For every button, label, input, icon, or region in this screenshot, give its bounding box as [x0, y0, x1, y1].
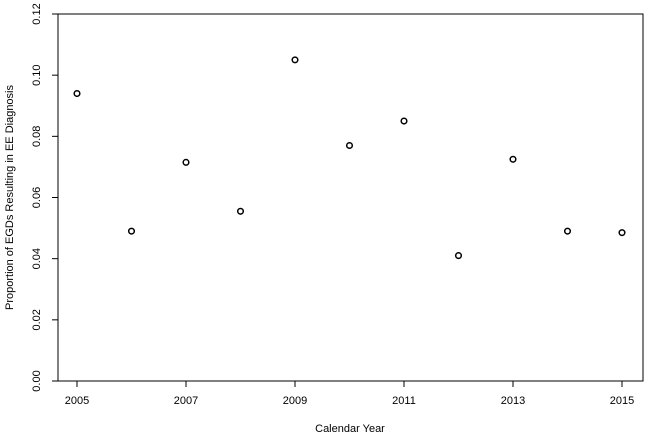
data-point	[454, 252, 463, 260]
y-axis-title: Proportion of EGDs Resulting in EE Diagn…	[4, 85, 16, 310]
data-point	[291, 56, 299, 64]
x-tick-label: 2011	[392, 395, 416, 407]
x-axis: 2005 2007 2009 2011 2013 2015	[65, 381, 634, 407]
x-tick-label: 2013	[501, 395, 525, 407]
data-point	[400, 117, 408, 125]
y-axis: 0.00 0.02 0.04 0.06 0.08 0.10 0.12	[31, 3, 58, 392]
x-tick-label: 2007	[174, 395, 198, 407]
data-point	[509, 155, 517, 163]
y-tick-label: 0.04	[31, 248, 43, 269]
y-tick-label: 0.08	[31, 126, 43, 147]
data-point	[127, 227, 136, 235]
x-tick-label: 2015	[610, 395, 634, 407]
y-tick-label: 0.02	[31, 309, 43, 330]
data-point	[236, 207, 245, 215]
data-points	[73, 56, 626, 260]
data-point	[618, 229, 626, 237]
y-tick-label: 0.00	[31, 370, 43, 391]
data-point	[73, 89, 81, 98]
y-tick-label: 0.12	[31, 3, 43, 24]
y-tick-label: 0.06	[31, 187, 43, 208]
data-point	[563, 227, 572, 235]
x-axis-title: Calendar Year	[315, 423, 385, 435]
data-point	[182, 158, 190, 166]
y-tick-label: 0.10	[31, 64, 43, 85]
x-tick-label: 2009	[283, 395, 307, 407]
x-tick-label: 2005	[65, 395, 89, 407]
data-point	[345, 141, 354, 150]
